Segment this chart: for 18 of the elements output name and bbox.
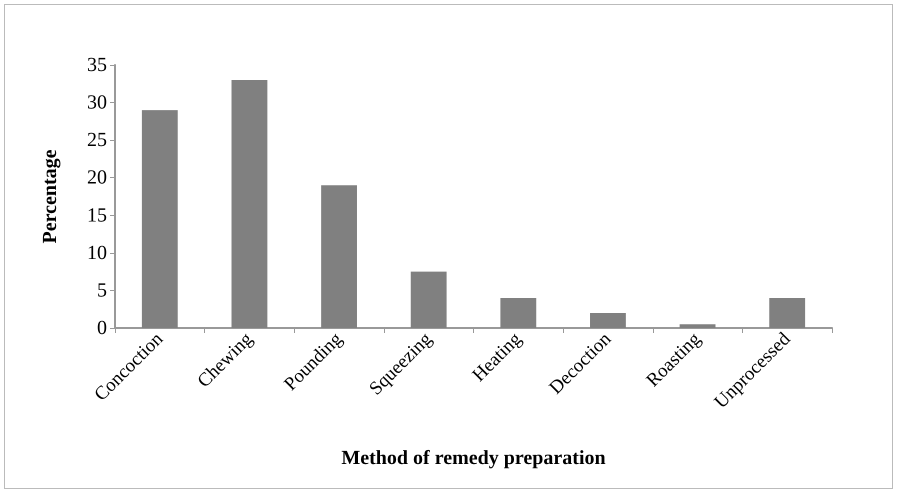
- y-tick-label: 35: [87, 54, 107, 76]
- y-tick-label: 15: [87, 204, 107, 226]
- bar: [590, 312, 626, 328]
- bar: [500, 298, 536, 328]
- bar: [142, 110, 178, 328]
- bar: [680, 324, 716, 328]
- bar: [232, 80, 268, 328]
- y-tick-label: 20: [87, 166, 107, 189]
- y-axis-title: Percentage: [39, 149, 61, 244]
- y-tick-label: 5: [97, 279, 107, 302]
- x-axis-title: Method of remedy preparation: [341, 447, 606, 469]
- bar: [769, 298, 806, 328]
- bar: [321, 185, 357, 328]
- y-tick-label: 0: [97, 317, 107, 339]
- y-tick-label: 10: [87, 242, 107, 264]
- y-tick-label: 25: [87, 129, 107, 152]
- y-tick-label: 30: [87, 92, 107, 114]
- bar: [410, 272, 447, 328]
